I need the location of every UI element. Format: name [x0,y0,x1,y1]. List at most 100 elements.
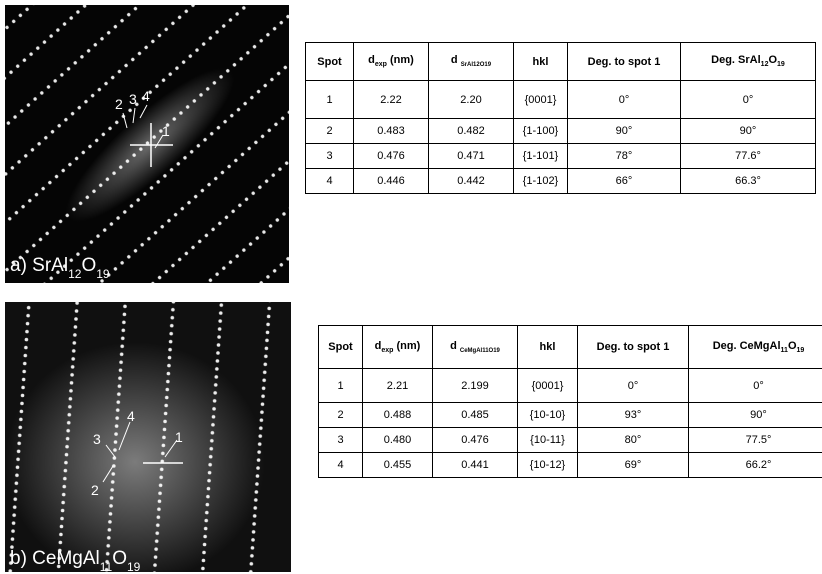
table-cell: 2 [306,119,354,144]
table-cell: 66.3° [681,169,816,194]
header-text: Deg. CeMgAl [713,340,781,352]
table-cell: 1 [306,81,354,119]
table-cell: 0° [568,81,681,119]
label-subscript: 19 [96,267,110,281]
table-cell: 2.199 [433,369,518,403]
header-cell: hkl [518,326,578,369]
spot-label: 3 [93,431,101,447]
header-cell: d CeMgAl11O19 [433,326,518,369]
table-cell: 2.22 [354,81,429,119]
table-cell: 66° [568,169,681,194]
table-cell: 0.441 [433,453,518,478]
table-cell: {1-102} [514,169,568,194]
header-text: Deg. to spot 1 [588,56,661,68]
table-cell: {10-11} [518,428,578,453]
spot-label: 2 [115,96,123,112]
label-text: a) SrAl [10,255,68,276]
spot-label: 4 [142,88,150,104]
header-text: Deg. to spot 1 [597,341,670,353]
header-cell: Deg. CeMgAl11O19 [689,326,822,369]
header-cell: Deg. to spot 1 [568,43,681,81]
spot-label: 1 [175,429,183,445]
table-cell: 0° [578,369,689,403]
table-cell: {1-100} [514,119,568,144]
table-cell: 3 [306,144,354,169]
header-subscript: 19 [797,347,805,354]
spot-label: 4 [127,408,135,424]
table-cell: 0.483 [354,119,429,144]
header-row: Spotdexp (nm)d CeMgAl11O19hklDeg. to spo… [319,326,822,369]
diffraction-image-a: 2 3 4 1 a) SrAl12O19 [5,5,289,283]
header-subscript: exp [381,347,393,354]
table-cell: 77.5° [689,428,822,453]
label-subscript: 12 [68,267,82,281]
table-cell: 66.2° [689,453,822,478]
table-cell: 1 [319,369,363,403]
spot-label: 1 [162,123,170,139]
label-text: O [81,255,96,276]
table-cell: 90° [689,403,822,428]
header-cell: dexp (nm) [354,43,429,81]
header-cell: dexp (nm) [363,326,433,369]
table-cell: 0.482 [429,119,514,144]
header-row: Spotdexp (nm)d SrAl12O19hklDeg. to spot … [306,43,816,81]
table-cell: {10-12} [518,453,578,478]
table-cell: 0.485 [433,403,518,428]
table-cell: 0.480 [363,428,433,453]
spot-label: 3 [129,91,137,107]
header-subscript: exp [375,62,387,69]
table-cell: 0.488 [363,403,433,428]
header-cell: d SrAl12O19 [429,43,514,81]
table-cell: 4 [319,453,363,478]
header-cell: Deg. SrAl12O19 [681,43,816,81]
header-text: Spot [328,341,352,353]
table-cell: 77.6° [681,144,816,169]
table-cell: 0.476 [354,144,429,169]
table-cell: 69° [578,453,689,478]
label-text: O [112,548,127,569]
header-subscript: SrAl12O19 [461,63,491,69]
table-cell: 0.446 [354,169,429,194]
panel-label: b) CeMgAl11O19 [10,548,141,572]
header-text: Deg. SrAl [711,54,761,66]
header-subscript: 19 [777,62,785,69]
table-cell: 0° [681,81,816,119]
table-cell: 90° [568,119,681,144]
table-cell: 2.20 [429,81,514,119]
table-cell: 0° [689,369,822,403]
label-text: b) CeMgAl [10,548,100,569]
label-subscript: 11 [100,560,113,572]
table-cell: 4 [306,169,354,194]
table-cell: {0001} [518,369,578,403]
table-cell: {1-101} [514,144,568,169]
spot-label: 2 [91,482,99,498]
table-cell: 80° [578,428,689,453]
header-text: d [451,54,461,66]
table-cell: 90° [681,119,816,144]
header-text: hkl [533,56,549,68]
table-cell: 93° [578,403,689,428]
header-subscript: 11 [781,347,788,354]
table-cell: 0.476 [433,428,518,453]
table-cell: {0001} [514,81,568,119]
header-text: O [788,340,797,352]
diffraction-image-b: 3 4 2 1 b) CeMgAl11O19 [5,302,291,572]
header-text: hkl [540,341,556,353]
table-cell: 3 [319,428,363,453]
header-cell: hkl [514,43,568,81]
header-subscript: CeMgAl11O19 [460,348,500,354]
header-text: d [450,340,460,352]
table-cell: 78° [568,144,681,169]
header-text: O [768,54,777,66]
table-cell: 0.455 [363,453,433,478]
